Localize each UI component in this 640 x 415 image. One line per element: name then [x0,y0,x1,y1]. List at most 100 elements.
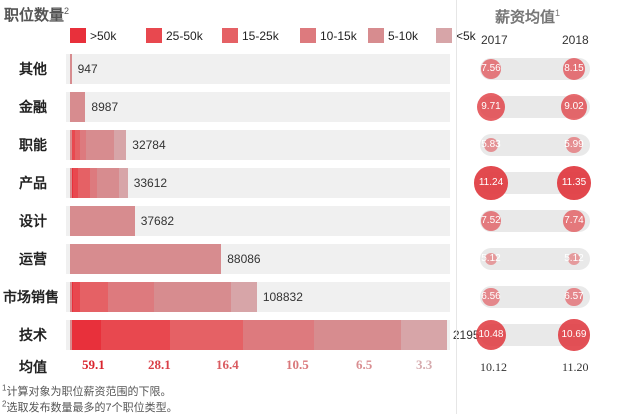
average-value: 6.5 [356,357,373,372]
footnote-2: 2选取发布数量最多的7个职位类型。 [2,399,178,414]
legend-swatch [368,28,384,43]
average-value: 3.3 [416,357,433,372]
bar-segment [80,130,87,160]
legend-item: 10-15k [300,27,357,44]
legend-label: 10-15k [320,28,357,43]
salary-dot: 10.48 [475,319,507,351]
legend-swatch [222,28,238,43]
bar-total-label: 37682 [140,214,175,228]
legend-item: 5-10k [368,27,418,44]
bar-start-mark [70,244,72,274]
panel-divider [456,0,457,414]
salary-dot: 5.12 [564,252,584,266]
salary-track [480,286,590,308]
legend-label: 25-50k [166,28,203,43]
bar-segment [243,320,314,350]
legend-label: 5-10k [388,28,419,43]
category-label: 其他 [0,54,66,84]
average-value: 28.1 [148,357,171,372]
year-label-2017: 2017 [481,33,508,47]
salary-dot: 7.74 [563,210,585,232]
salary-dot: 9.71 [476,92,505,121]
category-label: 运营 [0,244,66,274]
bar-segment [70,206,135,236]
salary-track [480,248,590,270]
salary-dot: 8.15 [562,57,586,81]
bar-start-mark [70,206,72,236]
salary-dot: 11.35 [557,166,591,200]
category-label: 设计 [0,206,66,236]
year-label-2018: 2018 [562,33,589,47]
bar-segment [72,282,81,312]
bar-segment [100,320,170,350]
bar-total-label: 32784 [132,138,166,152]
bar-segment [113,130,127,160]
category-label: 市场销售 [0,282,66,312]
row-background [0,54,450,84]
legend-swatch [436,28,452,43]
salary-dot: 5.12 [481,252,501,266]
salary-dot: 5.83 [481,137,501,153]
bar-total-label: 33612 [133,176,168,190]
salary-track [480,210,590,232]
salary-dot: 10.69 [558,319,590,351]
legend-item: 15-25k [222,27,279,44]
average-label: 均值 [19,359,47,375]
bar-segment [107,282,155,312]
bar-segment [313,320,402,350]
bar-segment [401,320,447,350]
bar-segment [86,130,114,160]
legend-swatch [300,28,316,43]
bar-segment [97,168,119,198]
bar-total-label: 8987 [91,100,119,114]
bar-total-label: 108832 [262,290,303,304]
bar-total-label: 88086 [227,252,261,266]
bar-segment [70,244,222,274]
legend-swatch [70,28,86,43]
bar-start-mark [70,92,72,122]
salary-dot: 5.99 [564,137,584,153]
bar-segment [169,320,244,350]
bar-start-mark [70,130,72,160]
average-value: 16.4 [216,357,239,372]
bar-segment [70,320,101,350]
salary-dot: 11.24 [474,166,508,200]
salary-dot: 6.56 [481,288,501,306]
bar-segment [72,168,78,198]
legend-item: 25-50k [146,27,203,44]
salary-average-2017: 10.12 [480,360,507,374]
salary-track [480,134,590,156]
salary-dot: 9.02 [561,94,587,120]
salary-average-2018: 11.20 [562,360,589,374]
salary-average-title: 薪资均值1 [495,8,561,26]
salary-dot: 7.52 [480,210,502,232]
average-value: 10.5 [286,357,309,372]
legend-item: >50k [70,27,116,44]
job-count-title: 职位数量2 [4,6,70,24]
legend-label: <5k [456,28,476,43]
bar-segment [77,168,90,198]
legend-label: 15-25k [242,28,279,43]
salary-track [480,58,590,80]
salary-dot: 6.57 [564,288,584,306]
legend-label: >50k [90,28,117,43]
bar-start-mark [70,282,72,312]
category-label: 技术 [0,320,66,350]
bar-segment [71,130,76,160]
legend-swatch [146,28,162,43]
footnote-1: 1计算对象为职位薪资范围的下限。 [2,383,172,398]
bar-segment [89,168,98,198]
salary-dot: 7.56 [480,58,502,80]
category-label: 产品 [0,168,66,198]
legend-item: <5k [436,27,476,44]
bar-segment [70,92,86,122]
bar-start-mark [70,54,72,84]
bar-segment [75,130,81,160]
bar-segment [231,282,257,312]
bar-segment [118,168,128,198]
bar-segment [154,282,232,312]
bar-total-label: 947 [77,62,98,76]
bar-start-mark [70,320,72,350]
average-values-row: 59.1 28.1 16.4 10.5 6.5 3.3 [0,354,456,378]
